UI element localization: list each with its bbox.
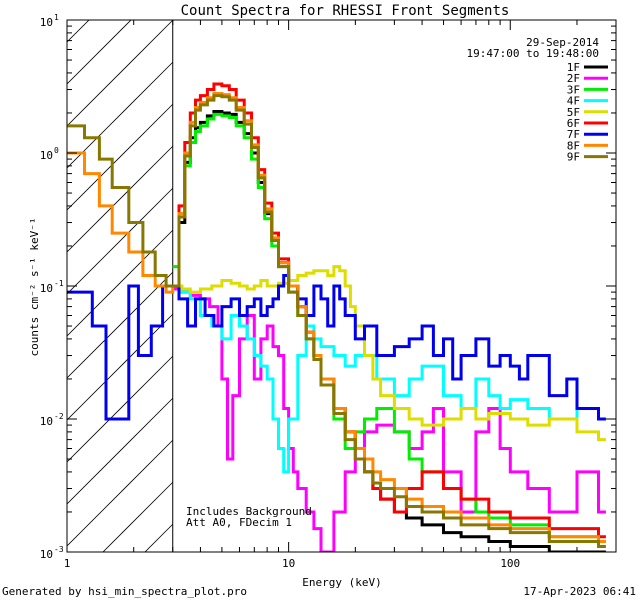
- hatch-line: [67, 61, 174, 169]
- series-line-9F: [67, 94, 606, 548]
- x-tick-label: 10: [282, 557, 295, 570]
- legend-label-9F: 9F: [567, 151, 580, 164]
- chart-title: Count Spectra for RHESSI Front Segments: [181, 3, 510, 19]
- y-tick-label: 10: [40, 415, 53, 428]
- legend-label-6F: 6F: [567, 117, 580, 130]
- note-attenuator: Att A0, FDecim 1: [186, 516, 292, 529]
- x-tick-label: 100: [500, 557, 520, 570]
- series-line-5F: [172, 265, 606, 442]
- date-label: 29-Sep-2014: [526, 36, 599, 49]
- hatch-line: [67, 229, 174, 337]
- hatch-line: [67, 187, 174, 295]
- hatch-line: [67, 355, 174, 463]
- y-tick-exponent: 1: [54, 13, 59, 22]
- legend-label-5F: 5F: [567, 106, 580, 119]
- hatch-line: [67, 313, 174, 421]
- time-range-label: 19:47:00 to 19:48:00: [467, 47, 599, 60]
- x-axis-label: Energy (keV): [302, 576, 381, 589]
- y-tick-label: 10: [40, 149, 53, 162]
- series-layer: [67, 82, 606, 552]
- footer-generated-by: Generated by hsi_min_spectra_plot.pro: [2, 585, 247, 598]
- hatch-line: [67, 145, 174, 253]
- series-line-1F: [172, 110, 606, 552]
- hatch-line: [67, 397, 174, 505]
- legend-label-8F: 8F: [567, 139, 580, 152]
- series-line-7F: [67, 274, 606, 421]
- series-line-8F: [67, 92, 606, 543]
- hatch-line: [67, 20, 174, 127]
- legend-label-7F: 7F: [567, 128, 580, 141]
- series-line-6F: [172, 82, 606, 539]
- legend-label-3F: 3F: [567, 83, 580, 96]
- footer-timestamp: 17-Apr-2023 06:41: [523, 585, 636, 598]
- legend-label-4F: 4F: [567, 95, 580, 108]
- hatch-line: [67, 271, 174, 379]
- excluded-region-hatch: [67, 20, 174, 552]
- y-tick-label: 10: [40, 16, 53, 29]
- legend-label-1F: 1F: [567, 61, 580, 74]
- plot-frame: [66, 19, 617, 553]
- y-tick-exponent: -2: [54, 412, 64, 421]
- legend-label-2F: 2F: [567, 72, 580, 85]
- series-line-4F: [172, 284, 606, 474]
- series-line-2F: [172, 287, 606, 552]
- hatch-line: [144, 523, 174, 552]
- x-tick-label: 1: [64, 557, 71, 570]
- note-background: Includes Background: [186, 505, 312, 518]
- y-tick-label: 10: [40, 548, 53, 561]
- hatch-line: [67, 20, 132, 85]
- y-tick-label: 10: [40, 282, 53, 295]
- y-axis-label: counts cm⁻² s⁻¹ keV⁻¹: [28, 217, 41, 356]
- y-tick-exponent: 0: [54, 146, 59, 155]
- hatch-line: [102, 481, 174, 552]
- series-line-3F: [172, 112, 606, 543]
- hatch-line: [67, 103, 174, 211]
- hatch-line: [67, 439, 174, 547]
- hatch-line: [67, 20, 90, 43]
- y-tick-exponent: -1: [54, 279, 64, 288]
- y-tick-exponent: -3: [54, 545, 64, 554]
